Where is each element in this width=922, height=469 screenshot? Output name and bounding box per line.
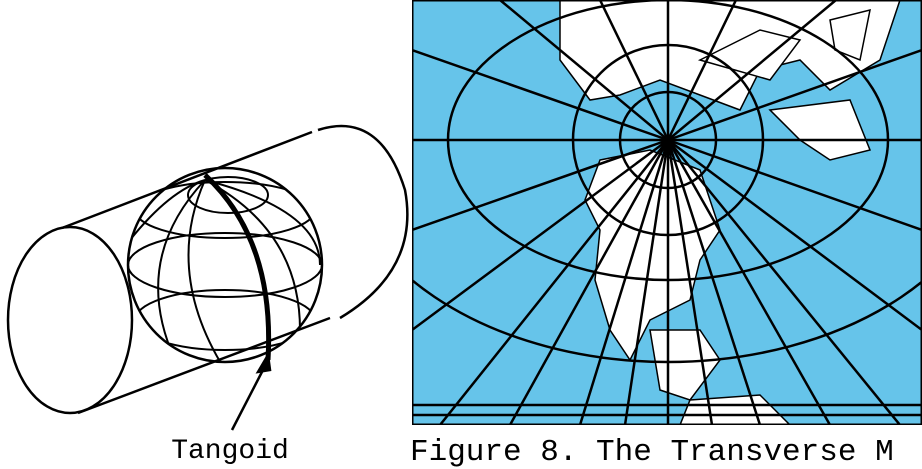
- map: [412, 0, 922, 425]
- caption: Figure 8. The Transverse M: [410, 435, 894, 469]
- tangoid-label: Tangoid: [171, 436, 289, 467]
- cylinder-diagram: [6, 124, 409, 431]
